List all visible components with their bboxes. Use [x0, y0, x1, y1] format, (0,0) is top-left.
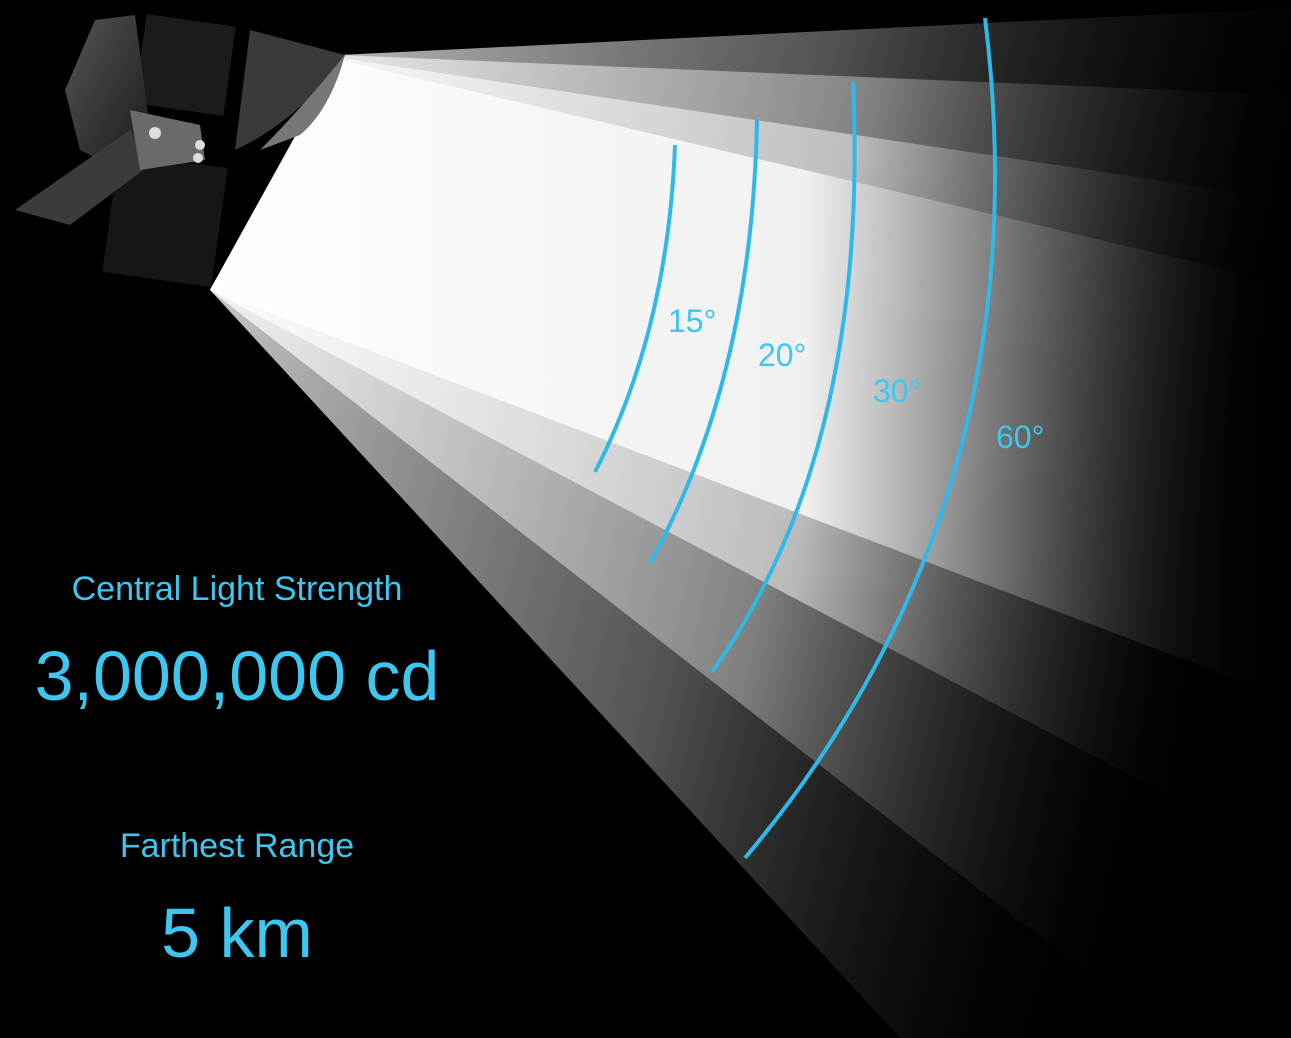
- bracket: [15, 130, 150, 225]
- spec-label: Central Light Strength: [72, 570, 403, 608]
- spec-value: 5 km: [161, 894, 313, 972]
- bolt: [193, 153, 203, 163]
- heatsink-bottom: [102, 152, 228, 288]
- arc-30: [710, 81, 857, 674]
- arc-60: [743, 17, 997, 860]
- hood-rim: [260, 55, 345, 150]
- lamp-hood: [235, 30, 345, 150]
- angle-label: 60°: [996, 419, 1044, 455]
- bolt: [149, 127, 161, 139]
- beam-15: [210, 60, 1291, 700]
- bolt: [195, 140, 205, 150]
- spec-value: 3,000,000 cd: [35, 637, 440, 715]
- angle-label: 15°: [668, 303, 716, 339]
- beam-arcs: [593, 17, 997, 860]
- spec-label: Farthest Range: [120, 827, 354, 865]
- angle-label: 20°: [758, 337, 806, 373]
- arc-20: [648, 119, 759, 564]
- angle-label: 30°: [873, 373, 921, 409]
- floodlight: [15, 14, 345, 288]
- arc-15: [593, 144, 677, 473]
- mount-plate: [130, 110, 205, 170]
- heatsink-top: [134, 14, 236, 116]
- light-beam: [210, 8, 1291, 1038]
